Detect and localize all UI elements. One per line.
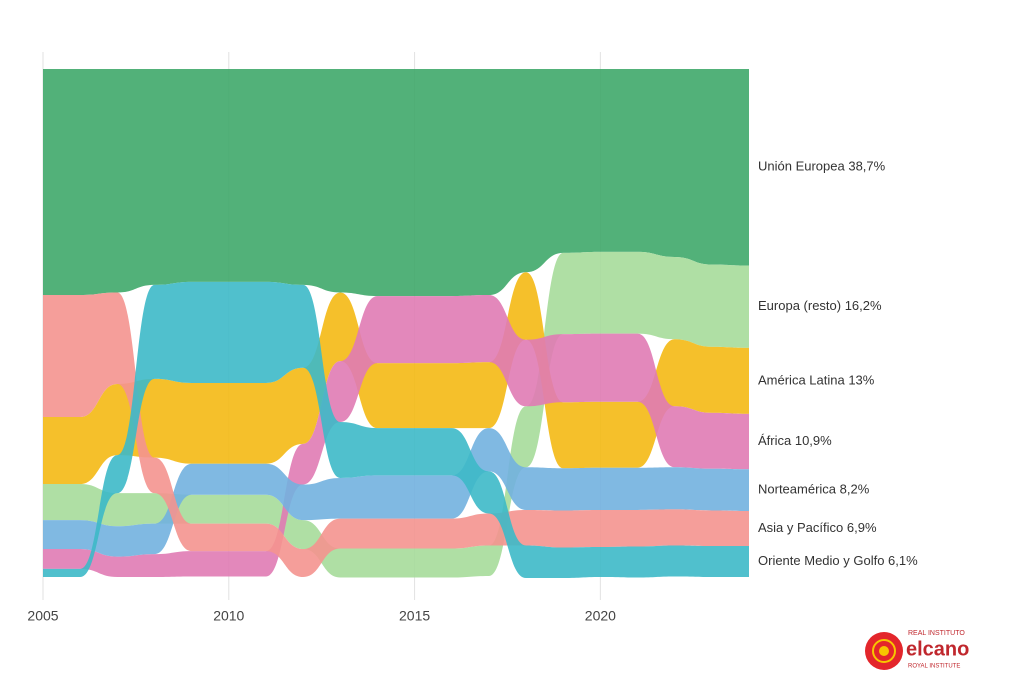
series-area xyxy=(43,69,749,297)
series-area xyxy=(43,428,749,557)
series-label: América Latina 13% xyxy=(758,372,875,387)
logo-name: elcano xyxy=(906,638,969,660)
series-label: Asia y Pacífico 6,9% xyxy=(758,520,877,535)
x-tick-label: 2020 xyxy=(585,608,616,624)
series-area xyxy=(43,272,749,485)
logo-ring xyxy=(872,639,896,663)
series-area xyxy=(43,295,749,577)
series-label: Europa (resto) 16,2% xyxy=(758,298,882,313)
x-tick-label: 2015 xyxy=(399,608,430,624)
logo-center xyxy=(879,646,889,656)
series-area xyxy=(43,292,749,577)
plot: 2005 2010 2015 2020 Unión Europea 38,7% Europ… xyxy=(27,52,918,624)
logo-line1: REAL INSTITUTO xyxy=(908,630,965,637)
series-label: África 10,9% xyxy=(758,433,832,448)
series-label: Norteamérica 8,2% xyxy=(758,482,870,497)
x-tick-label: 2010 xyxy=(213,608,244,624)
series-area xyxy=(43,281,749,579)
series-label: Oriente Medio y Golfo 6,1% xyxy=(758,553,918,568)
areas xyxy=(43,69,749,579)
x-tick-label: 2005 xyxy=(27,608,58,624)
series-label: Unión Europea 38,7% xyxy=(758,159,886,174)
series-area xyxy=(43,251,749,578)
logo: REAL INSTITUTO elcano ROYAL INSTITUTE xyxy=(865,630,969,670)
logo-line2: ROYAL INSTITUTE xyxy=(908,664,960,670)
